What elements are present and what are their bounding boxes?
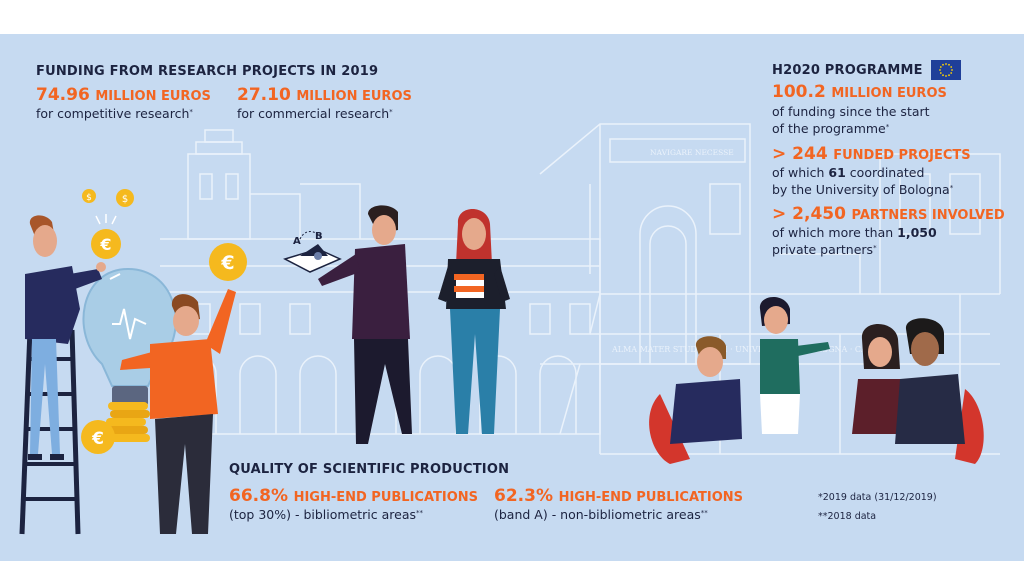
coin-icon (209, 243, 247, 281)
h2020-partners-value: > 2,450 PARTNERS INVOLVED (772, 204, 1005, 224)
illustration: NAVIGARE NECESSE ALMA MATER STUDIORUM · … (19, 123, 1001, 535)
h2020-funding-num: 100.2 (772, 82, 826, 102)
h2020-partners-line1-pre: of which more than (772, 225, 898, 240)
book-icon: A B (283, 231, 342, 273)
quality-heading: QUALITY OF SCIENTIFIC PRODUCTION (229, 462, 510, 477)
commercial-value: 27.10 (237, 85, 291, 105)
coins: € € € $ $ (81, 189, 247, 454)
footnote-2019: *2019 data (31/12/2019) (818, 492, 937, 503)
small-coin-icon (82, 189, 96, 203)
coin-symbol: € (220, 252, 234, 274)
bibliometric-desc-wrap: (top 30%) - bibliometric areas** (229, 507, 423, 522)
bibliometric-percent: 66.8% (229, 486, 288, 506)
woman-with-books (438, 209, 510, 434)
small-coin-icon (116, 189, 134, 207)
h2020-partners-line2: private partners (772, 242, 874, 257)
h2020-partners-footnote-mark: * (873, 244, 877, 252)
infographic-canvas: NAVIGARE NECESSE ALMA MATER STUDIORUM · … (0, 34, 1024, 561)
small-coin-symbol: $ (122, 194, 128, 205)
commercial-funding-value: 27.10 MILLION EUROS (237, 85, 412, 105)
meeting-group (649, 296, 984, 464)
non-bibliometric-unit: HIGH-END PUBLICATIONS (558, 490, 744, 505)
building-sign-bottom: ALMA MATER STUDIORUM · UNIVERSITÀ DI BOL… (611, 345, 892, 354)
book-letter-a: A (293, 236, 301, 247)
book-letter-b: B (315, 231, 323, 242)
h2020-projects-value: > 244 FUNDED PROJECTS (772, 144, 971, 164)
competitive-funding-desc: for competitive research* (36, 106, 193, 121)
non-bibliometric-desc-wrap: (band A) - non-bibliometric areas** (494, 507, 708, 522)
h2020-projects-num: > 244 (772, 144, 828, 164)
h2020-funding-line2: of the programme (772, 121, 886, 136)
competitive-desc: for competitive research (36, 106, 190, 121)
coin-icon (81, 420, 115, 454)
bibliometric-desc: (top 30%) - bibliometric areas (229, 507, 416, 522)
coin-symbol: € (91, 429, 104, 449)
h2020-partners-line1: of which more than 1,050 (772, 225, 937, 240)
non-bibliometric-value: 62.3% HIGH-END PUBLICATIONS (494, 486, 743, 506)
bibliometric-unit: HIGH-END PUBLICATIONS (293, 490, 479, 505)
bibliometric-footnote-mark: ** (416, 509, 423, 517)
h2020-funding-footnote-mark: * (885, 123, 890, 131)
h2020-projects-line1-post: coordinated (845, 165, 925, 180)
footnote-2018: **2018 data (818, 511, 877, 522)
commercial-funding-desc: for commercial research* (237, 106, 393, 121)
h2020-partners-private-count: 1,050 (897, 225, 937, 240)
small-coin-symbol: $ (86, 193, 92, 203)
non-bibliometric-percent: 62.3% (494, 486, 553, 506)
non-bibliometric-desc: (band A) - non-bibliometric areas (494, 507, 701, 522)
commercial-desc: for commercial research (237, 106, 390, 121)
man-in-purple (318, 205, 412, 444)
h2020-partners-unit: PARTNERS INVOLVED (851, 208, 1005, 223)
h2020-partners-line2-wrap: private partners* (772, 242, 877, 257)
competitive-footnote-mark: * (189, 108, 193, 116)
coin-icon (91, 229, 121, 259)
man-in-orange (120, 289, 236, 534)
h2020-projects-line2: by the University of Bologna (772, 182, 950, 197)
coin-symbol: € (99, 235, 111, 254)
h2020-partners-num: > 2,450 (772, 204, 846, 224)
h2020-funding-value: 100.2 MILLION EUROS (772, 82, 947, 102)
man-on-ladder (25, 215, 106, 460)
h2020-projects-line1: of which 61 coordinated (772, 165, 924, 180)
coin-stack (106, 402, 150, 442)
top-strip (0, 0, 1024, 34)
h2020-funding-line2-wrap: of the programme* (772, 121, 889, 136)
eu-flag-icon (931, 60, 961, 80)
commercial-footnote-mark: * (389, 108, 393, 116)
bibliometric-value: 66.8% HIGH-END PUBLICATIONS (229, 486, 478, 506)
building-sign-top: NAVIGARE NECESSE (650, 148, 734, 157)
funding-heading: FUNDING FROM RESEARCH PROJECTS IN 2019 (36, 64, 379, 79)
h2020-projects-unit: FUNDED PROJECTS (833, 148, 971, 163)
competitive-funding-value: 74.96 MILLION EUROS (36, 85, 211, 105)
non-bibliometric-footnote-mark: ** (700, 509, 708, 517)
competitive-value: 74.96 (36, 85, 90, 105)
h2020-heading: H2020 PROGRAMME (772, 63, 923, 78)
competitive-unit: MILLION EUROS (95, 89, 211, 104)
h2020-funding-line1: of funding since the start (772, 104, 930, 119)
h2020-projects-line2-wrap: by the University of Bologna* (772, 182, 953, 197)
h2020-funding-unit: MILLION EUROS (831, 86, 947, 101)
commercial-unit: MILLION EUROS (296, 89, 412, 104)
h2020-projects-coordinated-count: 61 (828, 165, 846, 180)
h2020-projects-line1-pre: of which (772, 165, 829, 180)
h2020-projects-footnote-mark: * (949, 184, 954, 192)
